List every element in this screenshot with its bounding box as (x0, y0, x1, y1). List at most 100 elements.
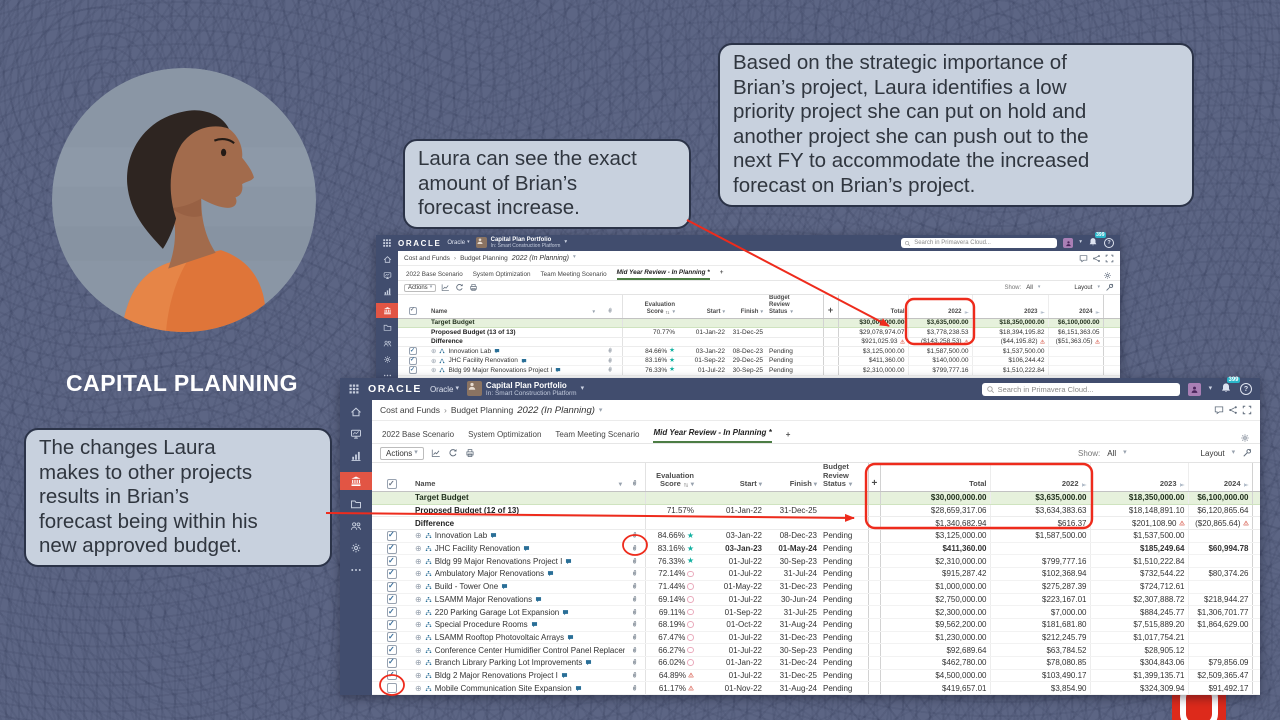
checkbox-checked[interactable] (387, 645, 397, 656)
chat-icon[interactable] (521, 358, 527, 364)
chat-icon[interactable] (523, 545, 530, 552)
project-name-link[interactable]: Bldg 2 Major Renovations Project I (434, 670, 558, 680)
refresh-icon[interactable] (448, 448, 458, 458)
expand-icon[interactable]: ⊕ (415, 531, 422, 541)
breadcrumb-current[interactable]: 2022 (In Planning) (511, 254, 569, 262)
help-button[interactable]: ? (1104, 238, 1114, 248)
header-start[interactable]: Start ▾ (697, 463, 765, 492)
clip-icon[interactable] (631, 557, 638, 564)
sidebar-item-resources[interactable] (383, 339, 392, 350)
clip-icon[interactable] (631, 633, 638, 640)
checkbox-checked[interactable] (387, 543, 397, 554)
sidebar-item-resources[interactable] (350, 520, 362, 534)
sidebar-item-settings[interactable] (350, 542, 362, 556)
project-row[interactable]: ⊕ Innovation Lab 84.66%★03-Jan-2208-Dec-23… (372, 529, 1260, 543)
expand-icon[interactable]: ⊕ (415, 620, 422, 630)
layout-button[interactable]: Layout (1074, 284, 1093, 291)
checkbox-checked[interactable] (387, 619, 397, 630)
header-finish[interactable]: Finish ▾ (728, 295, 766, 319)
expand-icon[interactable]: ⊕ (415, 594, 422, 604)
project-name-link[interactable]: LSAMM Major Renovations (434, 594, 533, 604)
sidebar-item-dashboards[interactable] (383, 271, 392, 282)
project-row[interactable]: ⊕ JHC Facility Renovation 83.16%★03-Jan-23… (372, 542, 1260, 556)
project-name-link[interactable]: Mobile Communication Site Expansion (434, 683, 572, 693)
fullscreen-icon[interactable] (1242, 405, 1252, 415)
share-icon[interactable] (1092, 254, 1101, 263)
chat-icon[interactable] (547, 570, 554, 577)
clip-icon[interactable] (631, 658, 638, 665)
expand-icon[interactable]: ⊕ (431, 357, 437, 365)
breadcrumb-current[interactable]: 2022 (In Planning) (517, 404, 595, 416)
sort-icon[interactable] (683, 482, 689, 488)
project-row[interactable]: ⊕ LSAMM Rooftop Photovoltaic Arrays 67.47%… (372, 631, 1260, 645)
grid-icon[interactable] (382, 238, 392, 248)
chat-icon[interactable] (561, 672, 568, 679)
clip-icon[interactable] (631, 531, 638, 538)
project-row[interactable]: ⊕ Mobile Communication Site Expansion 61.1… (372, 681, 1260, 695)
add-scenario-button[interactable]: + (719, 269, 724, 276)
project-row[interactable]: ⊕ Innovation Lab 84.66%★03-Jan-2208-Dec-23… (398, 346, 1120, 357)
expand-icon[interactable]: ⊕ (415, 582, 422, 592)
expand-icon[interactable]: ⊕ (415, 645, 422, 655)
project-name-link[interactable]: Build - Tower One (434, 582, 499, 592)
expand-icon[interactable]: ⊕ (415, 544, 422, 554)
checkbox-checked[interactable] (387, 581, 397, 592)
expand-icon[interactable]: ⊕ (431, 348, 437, 356)
chat-icon[interactable] (494, 348, 500, 354)
tab-scenario-3[interactable]: Team Meeting Scenario (540, 271, 607, 278)
project-row[interactable]: ⊕ Bldg 99 Major Renovations Project I 76.3… (398, 365, 1120, 376)
project-row[interactable]: ⊕ Ambulatory Major Renovations 72.14% 01-Ju… (372, 567, 1260, 581)
breadcrumb-link[interactable]: Budget Planning (450, 405, 514, 415)
clip-icon[interactable] (631, 671, 638, 678)
sidebar-item-capital-planning[interactable] (340, 472, 372, 490)
checkbox-checked[interactable] (409, 366, 417, 375)
project-row[interactable]: ⊕ Build - Tower One 71.44% 01-May-2231-Dec-… (372, 580, 1260, 594)
tab-scenario-2[interactable]: System Optimization (468, 430, 542, 439)
header-finish[interactable]: Finish ▾ (765, 463, 820, 492)
global-search-input[interactable]: Search in Primavera Cloud... (901, 238, 1058, 248)
checkbox-checked[interactable] (387, 670, 397, 681)
chat-icon[interactable] (567, 634, 574, 641)
help-button[interactable]: ? (1240, 383, 1252, 395)
sidebar-item-files[interactable] (383, 323, 392, 334)
chat-icon[interactable] (585, 659, 592, 666)
show-filter-value[interactable]: All (1107, 448, 1117, 458)
project-row[interactable]: ⊕ Bldg 99 Major Renovations Project I 76.3… (372, 554, 1260, 569)
chat-icon[interactable] (501, 583, 508, 590)
checkbox-checked[interactable] (409, 356, 417, 365)
expand-icon[interactable]: ⊕ (415, 658, 422, 668)
user-avatar[interactable] (1063, 238, 1074, 248)
checkbox-checked[interactable] (409, 307, 417, 316)
chat-icon[interactable] (531, 621, 538, 628)
chat-icon[interactable] (562, 609, 569, 616)
expand-icon[interactable]: ⊕ (415, 670, 422, 680)
gear-icon[interactable] (1103, 271, 1112, 280)
project-name-link[interactable]: JHC Facility Renovation (448, 357, 518, 365)
project-name-link[interactable]: Ambulatory Major Renovations (434, 569, 545, 579)
clip-icon[interactable] (631, 569, 638, 576)
project-row[interactable]: ⊕ Branch Library Parking Lot Improvements… (372, 656, 1260, 670)
actions-button[interactable]: Actions ▾ (380, 446, 424, 460)
expand-icon[interactable]: ⊕ (415, 556, 422, 566)
context-menu-oracle[interactable]: Oracle ▾ (429, 384, 459, 394)
expand-icon[interactable]: ⊕ (415, 683, 422, 693)
expand-icon[interactable]: ⊕ (415, 632, 422, 642)
project-name-link[interactable]: Innovation Lab (434, 531, 488, 541)
checkbox-checked[interactable] (387, 632, 397, 643)
comment-icon[interactable] (1214, 405, 1224, 415)
actions-button[interactable]: Actions ▾ (404, 283, 437, 292)
expand-icon[interactable]: ⊕ (415, 569, 422, 579)
tab-scenario-2[interactable]: System Optimization (472, 271, 531, 278)
sidebar-item-settings[interactable] (383, 355, 392, 366)
tab-scenario-1[interactable]: 2022 Base Scenario (382, 430, 455, 439)
sidebar-item-home[interactable] (350, 406, 362, 420)
checkbox-checked[interactable] (387, 556, 397, 567)
project-name-link[interactable]: Innovation Lab (448, 347, 492, 355)
project-name-link[interactable]: JHC Facility Renovation (434, 544, 521, 554)
project-row[interactable]: ⊕ JHC Facility Renovation 83.16%★01-Sep-22… (398, 356, 1120, 367)
layout-button[interactable]: Layout (1200, 448, 1225, 458)
context-menu-oracle[interactable]: Oracle ▾ (447, 239, 470, 246)
checkbox-checked[interactable] (387, 594, 397, 605)
project-name-link[interactable]: LSAMM Rooftop Photovoltaic Arrays (434, 632, 565, 642)
trend-icon[interactable] (431, 448, 441, 458)
